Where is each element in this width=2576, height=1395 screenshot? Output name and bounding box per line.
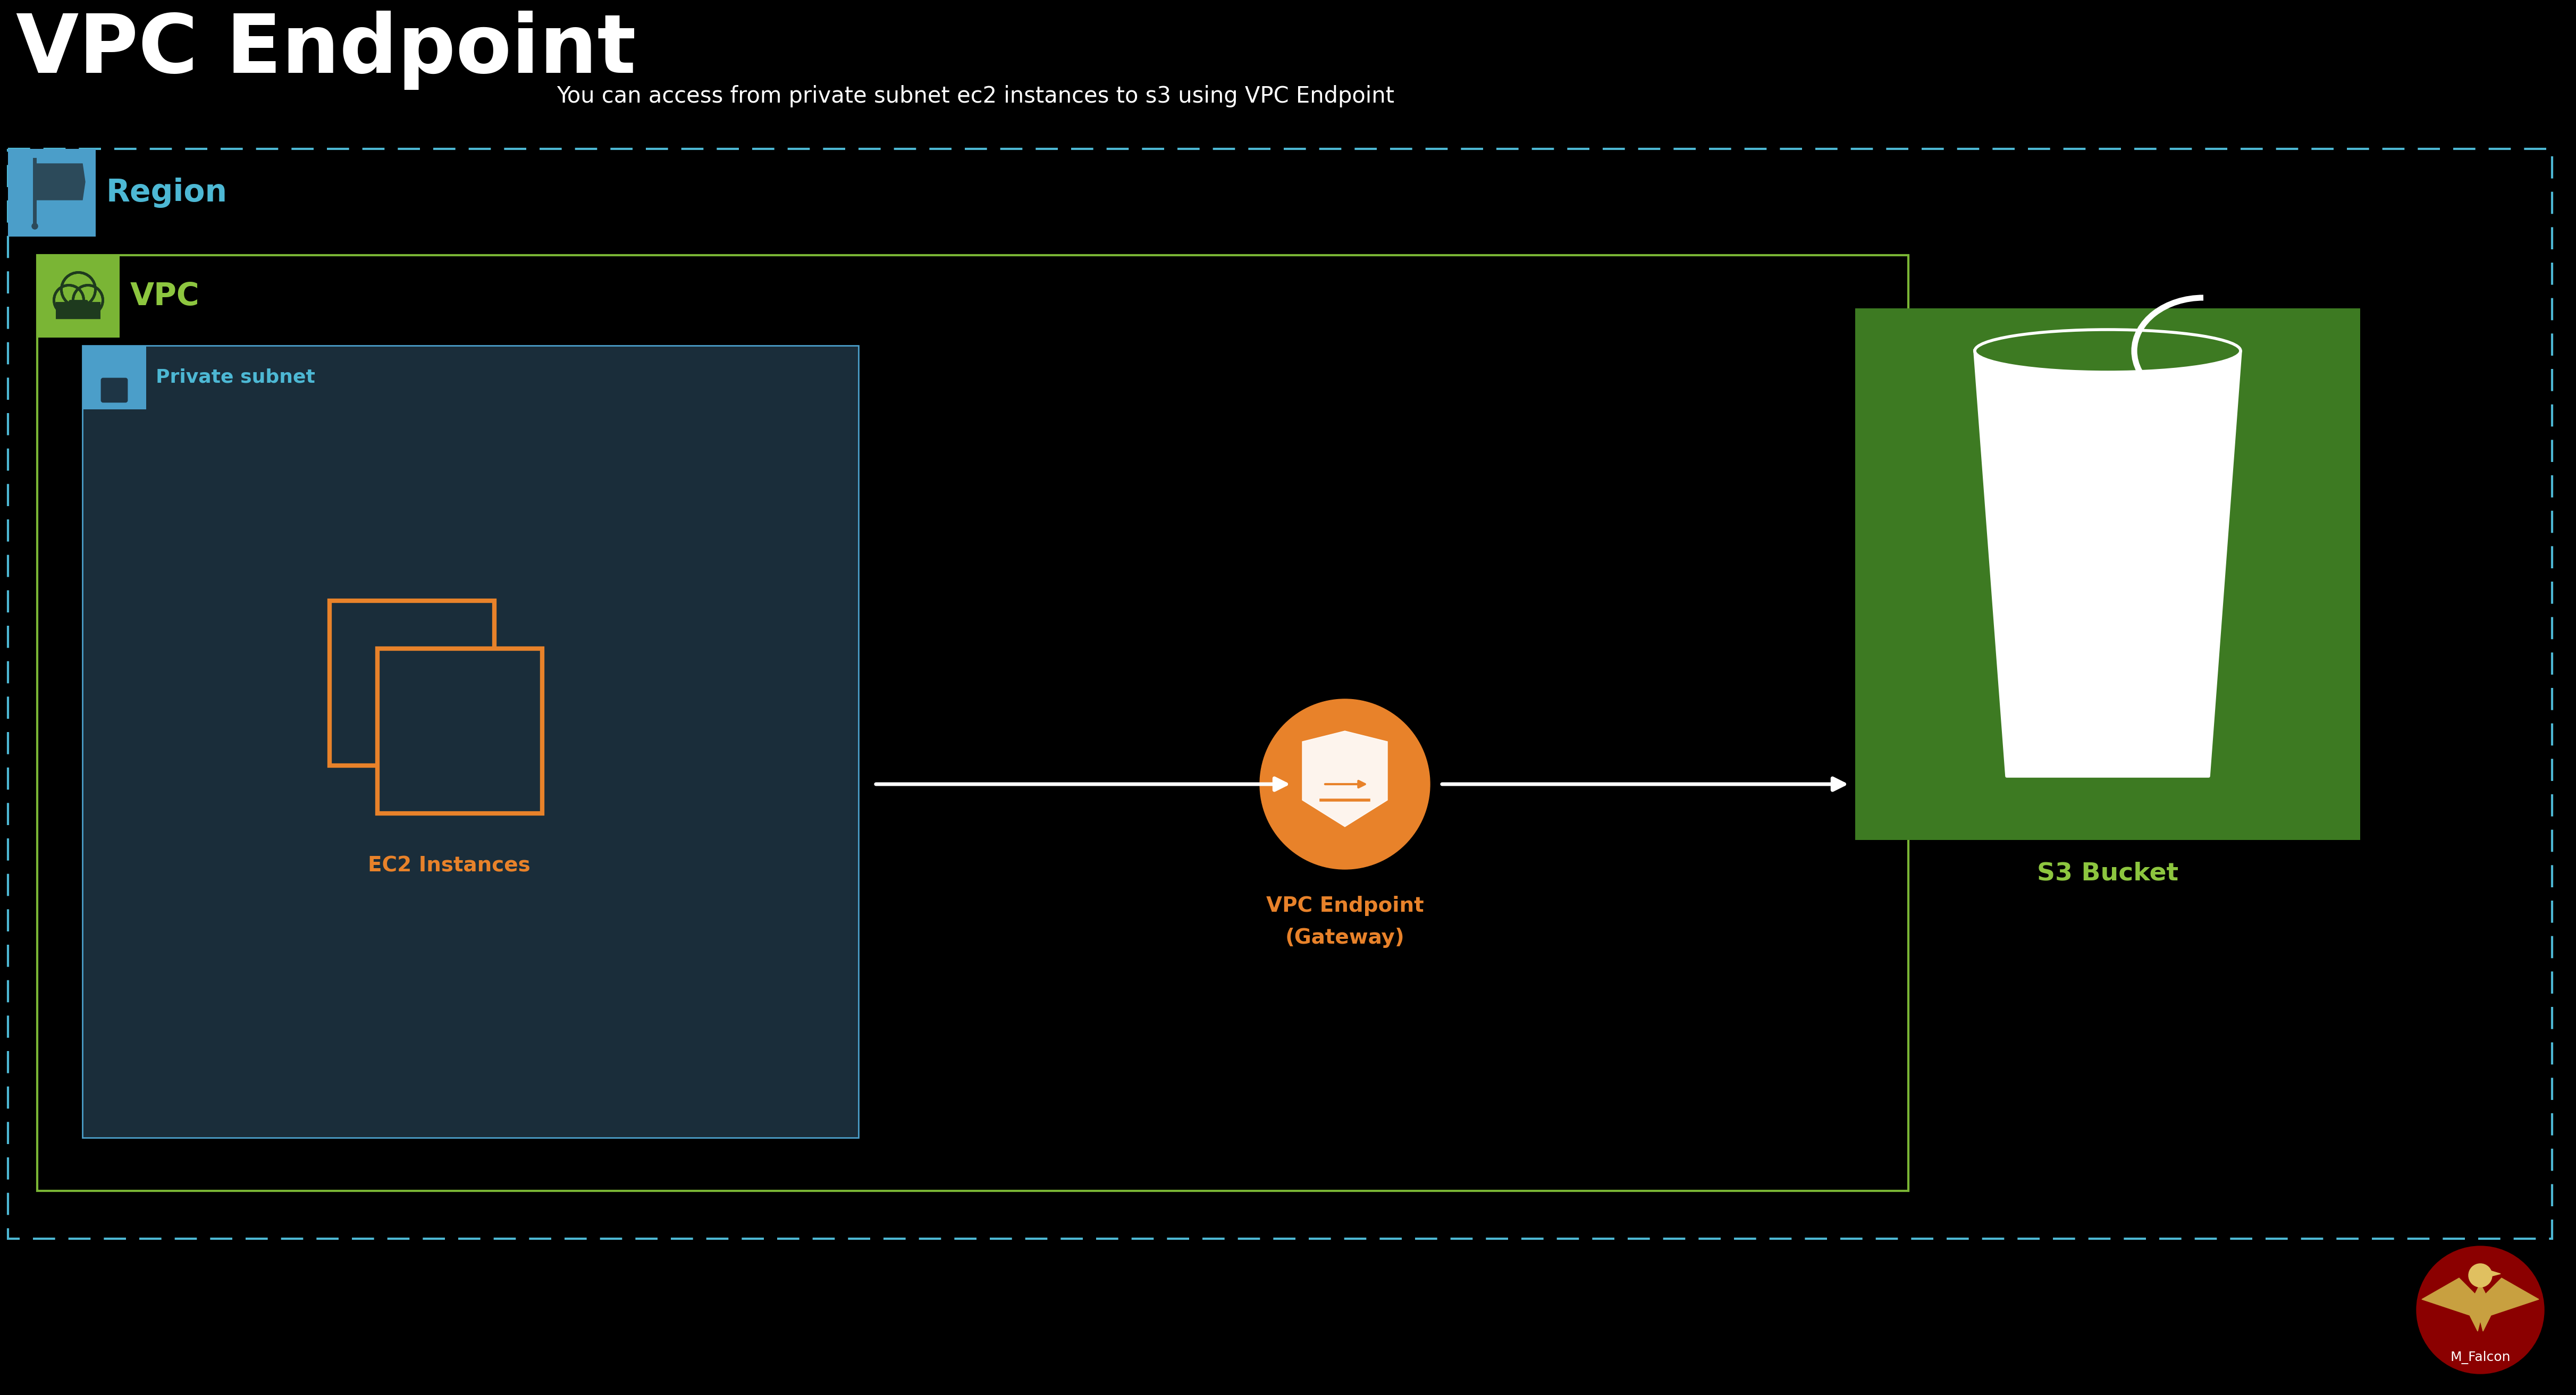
Bar	[330, 601, 495, 766]
Polygon shape	[33, 163, 85, 199]
Circle shape	[54, 285, 85, 315]
Circle shape	[62, 272, 95, 307]
Circle shape	[72, 285, 103, 315]
Text: You can access from private subnet ec2 instances to s3 using VPC Endpoint: You can access from private subnet ec2 i…	[556, 85, 1394, 107]
Polygon shape	[2421, 1278, 2540, 1331]
Text: VPC Endpoint: VPC Endpoint	[1265, 896, 1425, 917]
FancyBboxPatch shape	[70, 301, 88, 318]
Bar	[1855, 308, 2360, 840]
Bar	[8, 149, 2553, 1239]
Text: VPC Endpoint: VPC Endpoint	[15, 11, 636, 89]
Text: Private subnet: Private subnet	[155, 368, 314, 386]
Bar	[82, 346, 858, 1138]
Circle shape	[2468, 1264, 2491, 1288]
Polygon shape	[1976, 352, 2241, 776]
FancyBboxPatch shape	[100, 378, 126, 402]
Bar	[36, 255, 1909, 1191]
Text: Region: Region	[106, 177, 227, 208]
Bar	[8, 149, 95, 237]
Bar	[379, 649, 541, 813]
Text: S3 Bucket: S3 Bucket	[2038, 861, 2179, 886]
Bar	[57, 301, 100, 321]
Bar	[82, 346, 147, 409]
Text: (Gateway): (Gateway)	[1285, 928, 1404, 947]
Polygon shape	[1303, 731, 1388, 827]
Ellipse shape	[1976, 329, 2241, 372]
Polygon shape	[2488, 1269, 2501, 1276]
Circle shape	[1260, 699, 1430, 869]
Bar	[36, 255, 118, 338]
Circle shape	[2416, 1246, 2545, 1374]
Text: M_Falcon: M_Falcon	[2450, 1352, 2512, 1364]
Text: EC2 Instances: EC2 Instances	[368, 857, 531, 876]
Text: VPC: VPC	[131, 282, 201, 311]
